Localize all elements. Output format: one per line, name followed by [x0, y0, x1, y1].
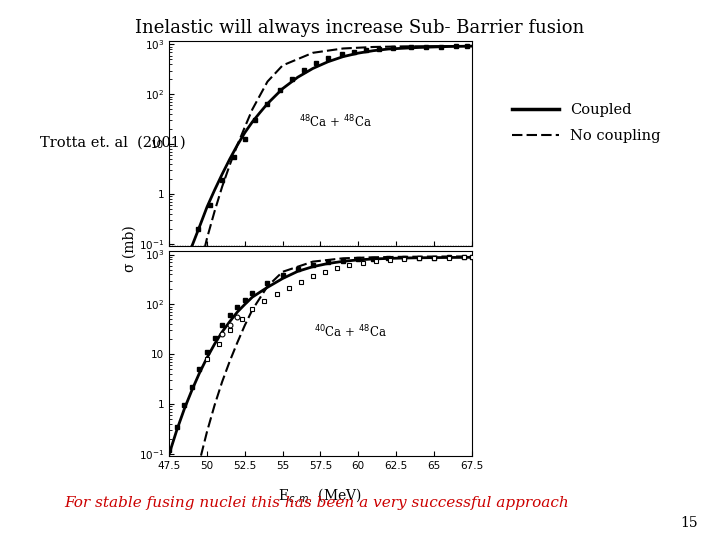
Text: E$_{c.m.}$ (MeV): E$_{c.m.}$ (MeV) — [279, 486, 362, 504]
Text: $^{40}$Ca + $^{48}$Ca: $^{40}$Ca + $^{48}$Ca — [314, 323, 387, 340]
Text: σ (mb): σ (mb) — [122, 225, 137, 272]
Text: $^{48}$Ca + $^{48}$Ca: $^{48}$Ca + $^{48}$Ca — [299, 113, 372, 130]
Text: Inelastic will always increase Sub- Barrier fusion: Inelastic will always increase Sub- Barr… — [135, 19, 585, 37]
Text: Trotta et. al  (2001): Trotta et. al (2001) — [40, 136, 185, 150]
Text: For stable fusing nuclei this has been a very successful approach: For stable fusing nuclei this has been a… — [64, 496, 570, 510]
Legend: Coupled, No coupling: Coupled, No coupling — [508, 99, 665, 147]
Text: 15: 15 — [681, 516, 698, 530]
